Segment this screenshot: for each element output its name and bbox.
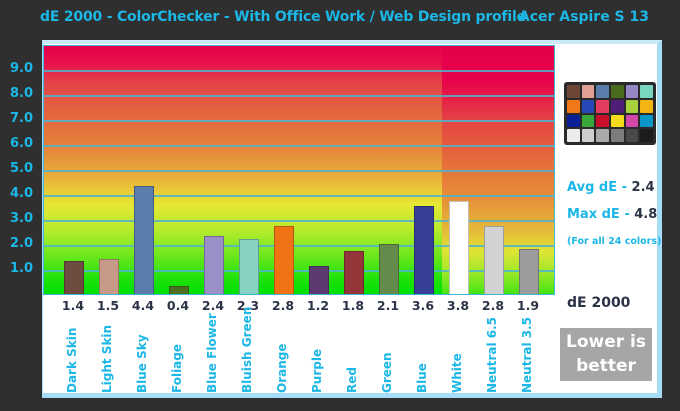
swatch [581,99,595,113]
swatch [640,129,653,142]
gridline [44,195,554,197]
bar-green [379,243,399,294]
category-label: Blue [415,363,429,393]
swatch [581,129,595,142]
gridline [44,95,554,97]
category-label: Neutral 6.5 [485,316,499,393]
swatch [581,85,595,98]
bar-value-label: 1.2 [306,298,330,313]
swatch [611,129,624,142]
max-de-value: 4.8 [634,207,658,222]
bar-purple [309,266,329,294]
bar-bluish-green [239,238,259,294]
bar-value-label: 4.4 [131,298,155,313]
bar-dark-skin [64,261,84,294]
bar-value-label: 1.9 [516,298,540,313]
bar-blue-sky [134,186,154,294]
bar-blue [414,206,434,294]
category-label: White [450,353,464,393]
swatch [567,99,580,113]
swatch [640,114,653,128]
swatch [625,129,639,142]
bar-value-label: 0.4 [166,298,190,313]
chart-title: dE 2000 - ColorChecker - With Office Wor… [40,9,526,25]
swatch [625,114,639,128]
swatch [596,99,609,113]
y-tick-label: 2.0 [10,236,34,251]
swatch [625,85,639,98]
category-label: Orange [275,343,289,394]
bar-value-label: 2.8 [481,298,505,313]
gridline [44,120,554,122]
category-label: Foliage [170,343,184,393]
category-label: Blue Flower [205,313,219,393]
y-tick-label: 8.0 [10,86,34,101]
bar-value-label: 3.6 [411,298,435,313]
swatch [567,129,580,142]
bar-orange [274,226,294,294]
bar-red [344,251,364,294]
all-colors-note: (For all 24 colors) [567,236,662,247]
unit-label: dE 2000 [567,295,631,311]
avg-de: Avg dE - 2.4 [567,180,655,195]
gridline [44,170,554,172]
bar-neutral-3-5 [519,248,539,294]
lower-is-better-badge: Lower is better [560,328,652,381]
y-tick-label: 7.0 [10,111,34,126]
swatch [581,114,595,128]
category-label: Bluish Green [240,306,254,393]
bar-foliage [169,286,189,294]
y-tick-label: 1.0 [10,261,34,276]
category-label: Light Skin [100,324,114,393]
bar-value-label: 1.5 [96,298,120,313]
gridline [44,245,554,247]
swatch [611,99,624,113]
gridline [44,220,554,222]
max-de: Max dE - 4.8 [567,207,658,222]
y-tick-label: 3.0 [10,211,34,226]
bar-value-label: 2.8 [271,298,295,313]
swatch [640,85,653,98]
gridline [44,270,554,272]
swatch [567,85,580,98]
category-label: Purple [310,348,324,393]
bar-white [449,201,469,294]
gridline [44,70,554,72]
category-label: Green [380,352,394,393]
plot-area [43,45,555,295]
bar-light-skin [99,258,119,294]
bar-value-label: 2.3 [236,298,260,313]
colorchecker-swatch-icon [564,82,656,145]
category-label: Neutral 3.5 [520,316,534,393]
y-tick-label: 4.0 [10,186,34,201]
swatch [567,114,580,128]
swatch [611,85,624,98]
swatch [611,114,624,128]
bar-value-label: 2.1 [376,298,400,313]
bar-blue-flower [204,236,224,294]
swatch [640,99,653,113]
bar-value-label: 2.4 [201,298,225,313]
device-name: Acer Aspire S 13 [518,9,649,25]
swatch [596,114,609,128]
gridline [44,145,554,147]
bar-neutral-6-5 [484,226,504,294]
swatch [596,85,609,98]
category-label: Red [345,367,359,393]
swatch [625,99,639,113]
bar-value-label: 3.8 [446,298,470,313]
y-tick-label: 9.0 [10,61,34,76]
y-tick-label: 5.0 [10,161,34,176]
swatch [596,129,609,142]
category-label: Dark Skin [65,327,79,393]
category-label: Blue Sky [135,334,149,393]
bar-value-label: 1.8 [341,298,365,313]
avg-de-value: 2.4 [631,180,655,195]
bar-value-label: 1.4 [61,298,85,313]
y-tick-label: 6.0 [10,136,34,151]
